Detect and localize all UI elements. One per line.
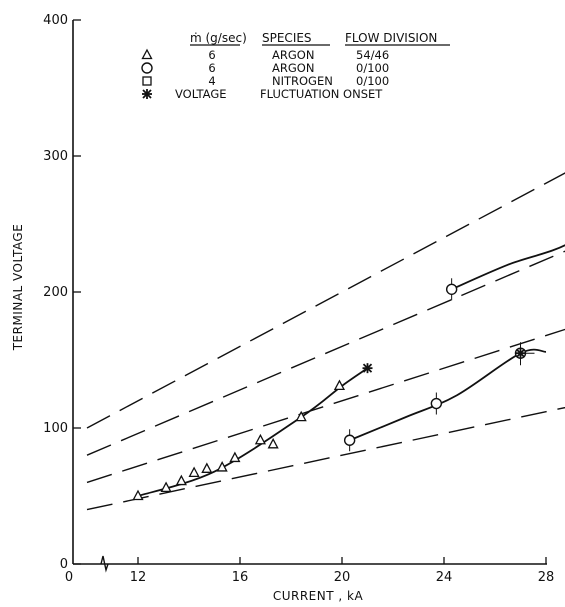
legend-species: ARGON	[272, 48, 314, 62]
legend-species: VOLTAGE	[175, 87, 227, 101]
resistance-lines: 10mΩ864	[86, 172, 565, 511]
x-tick-label: 24	[436, 570, 453, 585]
x-axis-label: CURRENT , kA	[273, 589, 364, 603]
triangle-point	[175, 474, 187, 486]
triangle-point	[229, 451, 241, 463]
legend-flow: 54/46	[356, 48, 389, 62]
legend-marker-asterisk	[142, 89, 152, 99]
tick-marks: 0121620242832360100200300400	[43, 13, 555, 585]
legend-species: ARGON	[272, 61, 314, 75]
triangle-point	[333, 379, 346, 390]
legend-marker-circle	[141, 62, 153, 74]
resistance-line	[86, 250, 565, 456]
triangle-point	[267, 437, 279, 449]
legend-header: SPECIES	[262, 31, 312, 45]
triangle-point	[295, 410, 307, 422]
x-tick-label: 0	[65, 570, 73, 585]
circle-point	[445, 283, 458, 295]
data-points	[132, 278, 535, 501]
fit-curves	[137, 244, 565, 497]
legend: ṁ (g/sec) SPECIES FLOW DIVISION 6 ARGON 54/46…	[141, 31, 450, 101]
resistance-line	[86, 406, 565, 511]
x-tick-label: 20	[334, 570, 351, 585]
legend-mdot: 6	[208, 61, 215, 75]
fit-curve	[137, 367, 369, 497]
y-tick-label: 100	[43, 421, 68, 436]
x-tick-label: 16	[232, 570, 249, 585]
y-axis-label: TERMINAL VOLTAGE	[11, 224, 25, 352]
circle-point	[343, 434, 356, 446]
legend-header: ṁ (g/sec)	[190, 31, 247, 45]
onset-point	[515, 348, 526, 359]
triangle-point	[201, 462, 213, 473]
legend-mdot: 4	[208, 74, 215, 88]
axes	[72, 20, 547, 573]
legend-marker-triangle	[141, 48, 153, 60]
legend-species: NITROGEN	[272, 74, 333, 88]
legend-mdot: 6	[208, 48, 215, 62]
triangle-point	[188, 466, 200, 478]
legend-marker-square	[142, 76, 152, 86]
resistance-line	[86, 172, 565, 429]
circle-point	[430, 397, 443, 410]
fit-curve	[349, 348, 547, 442]
triangle-point	[132, 489, 144, 501]
resistance-line	[86, 328, 565, 484]
y-tick-label: 200	[43, 285, 68, 300]
y-tick-label: 400	[43, 13, 68, 28]
triangle-point	[254, 433, 266, 445]
legend-flow: 0/100	[356, 61, 389, 75]
y-tick-label: 0	[60, 557, 68, 572]
legend-flow: FLUCTUATION ONSET	[260, 87, 383, 101]
legend-flow: 0/100	[356, 74, 389, 88]
legend-header: FLOW DIVISION	[345, 31, 437, 45]
fit-curve	[451, 244, 565, 291]
y-tick-label: 300	[43, 149, 68, 164]
triangle-point	[216, 461, 228, 472]
x-tick-label: 28	[538, 570, 555, 585]
x-tick-label: 12	[130, 570, 147, 585]
x-axis-break	[100, 555, 109, 573]
onset-point	[362, 363, 373, 374]
triangle-point	[160, 481, 172, 492]
